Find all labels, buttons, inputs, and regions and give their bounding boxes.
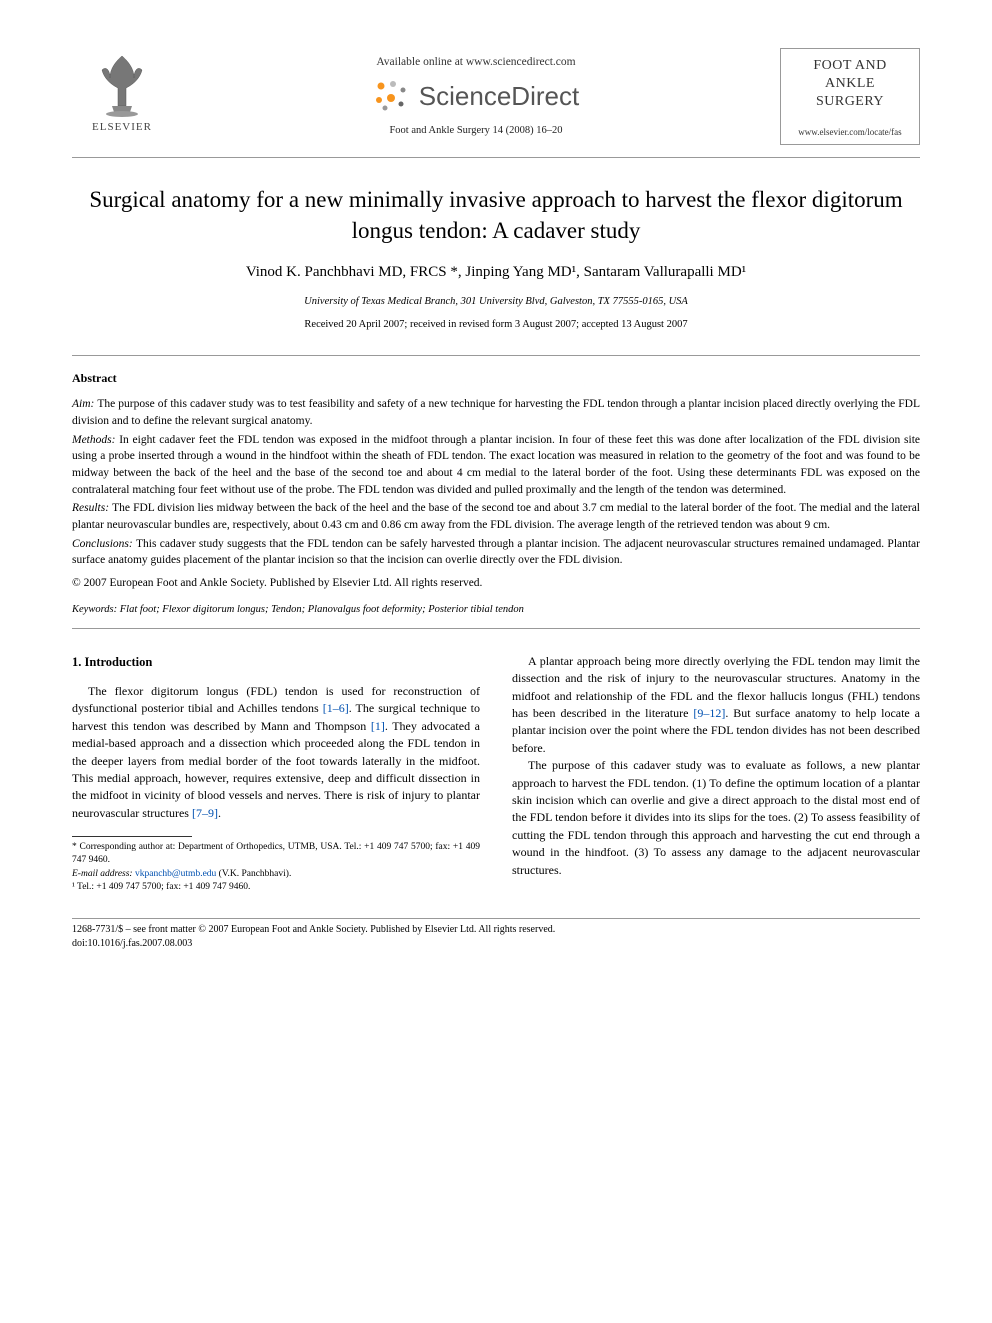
authors-text: Vinod K. Panchbhavi MD, FRCS *, Jinping … (246, 264, 746, 280)
footnote-tel: ¹ Tel.: +1 409 747 5700; fax: +1 409 747… (72, 881, 480, 894)
journal-cover-box: FOOT AND ANKLE SURGERY www.elsevier.com/… (780, 48, 920, 145)
journal-title-cover: FOOT AND ANKLE SURGERY (785, 57, 915, 112)
abstract-aim: Aim: The purpose of this cadaver study w… (72, 396, 920, 429)
abstract-aim-label: Aim: (72, 398, 97, 410)
abstract-aim-text: The purpose of this cadaver study was to… (72, 398, 920, 427)
abstract-results-text: The FDL division lies midway between the… (72, 502, 920, 531)
sd-dots-icon (373, 78, 409, 114)
abstract-results: Results: The FDL division lies midway be… (72, 500, 920, 533)
footer-rule (72, 918, 920, 919)
journal-reference: Foot and Ankle Surgery 14 (2008) 16–20 (172, 124, 780, 139)
footnote-email-label: E-mail address: (72, 869, 133, 879)
abstract-copyright: © 2007 European Foot and Ankle Society. … (72, 575, 920, 591)
abstract-conclusions-text: This cadaver study suggests that the FDL… (72, 538, 920, 567)
sciencedirect-logo: ScienceDirect (172, 78, 780, 114)
abstract-heading: Abstract (72, 370, 920, 387)
elsevier-label: ELSEVIER (92, 120, 152, 135)
intro-heading: 1. Introduction (72, 653, 480, 671)
body-text: . (218, 806, 221, 820)
abstract-conclusions-label: Conclusions: (72, 538, 136, 550)
abstract-methods-text: In eight cadaver feet the FDL tendon was… (72, 434, 920, 496)
article-title: Surgical anatomy for a new minimally inv… (72, 184, 920, 246)
header-center: Available online at www.sciencedirect.co… (172, 48, 780, 139)
body-columns: 1. Introduction The flexor digitorum lon… (72, 653, 920, 894)
journal-url: www.elsevier.com/locate/fas (785, 126, 915, 139)
ref-link[interactable]: [9–12] (693, 706, 725, 720)
elsevier-tree-icon (92, 48, 152, 118)
footer-doi: doi:10.1016/j.fas.2007.08.003 (72, 937, 920, 951)
body-text: . They advocated a medial-based approach… (72, 719, 480, 820)
footnote-corresponding: * Corresponding author at: Department of… (72, 841, 480, 868)
right-column: A plantar approach being more directly o… (512, 653, 920, 894)
footer-line1: 1268-7731/$ – see front matter © 2007 Eu… (72, 923, 920, 937)
available-online-text: Available online at www.sciencedirect.co… (172, 54, 780, 70)
affiliation: University of Texas Medical Branch, 301 … (72, 295, 920, 310)
intro-para-1: The flexor digitorum longus (FDL) tendon… (72, 683, 480, 822)
sciencedirect-text: ScienceDirect (419, 78, 579, 114)
keywords: Keywords: Flat foot; Flexor digitorum lo… (72, 603, 920, 618)
footer: 1268-7731/$ – see front matter © 2007 Eu… (72, 923, 920, 950)
journal-title-line: ANKLE (825, 76, 875, 91)
abstract-results-label: Results: (72, 502, 112, 514)
left-column: 1. Introduction The flexor digitorum lon… (72, 653, 480, 894)
ref-link[interactable]: [1–6] (323, 701, 349, 715)
header: ELSEVIER Available online at www.science… (72, 48, 920, 145)
ref-link[interactable]: [7–9] (192, 806, 218, 820)
article-dates: Received 20 April 2007; received in revi… (72, 318, 920, 333)
abstract-conclusions: Conclusions: This cadaver study suggests… (72, 536, 920, 569)
journal-title-line: SURGERY (816, 94, 884, 109)
journal-title-line: FOOT AND (813, 58, 886, 73)
header-rule (72, 157, 920, 158)
email-link[interactable]: vkpanchb@utmb.edu (135, 869, 216, 879)
abstract-methods: Methods: In eight cadaver feet the FDL t… (72, 432, 920, 499)
footnote-email: E-mail address: vkpanchb@utmb.edu (V.K. … (72, 868, 480, 881)
right-para-2: The purpose of this cadaver study was to… (512, 757, 920, 879)
footnote-email-who: (V.K. Panchbhavi). (219, 869, 292, 879)
authors-line: Vinod K. Panchbhavi MD, FRCS *, Jinping … (72, 262, 920, 283)
elsevier-logo-block: ELSEVIER (72, 48, 172, 135)
ref-link[interactable]: [1] (371, 719, 385, 733)
abstract-rule-bottom (72, 628, 920, 629)
footnote-rule (72, 836, 192, 837)
abstract-methods-label: Methods: (72, 434, 119, 446)
abstract-rule-top (72, 355, 920, 356)
right-para-1: A plantar approach being more directly o… (512, 653, 920, 757)
